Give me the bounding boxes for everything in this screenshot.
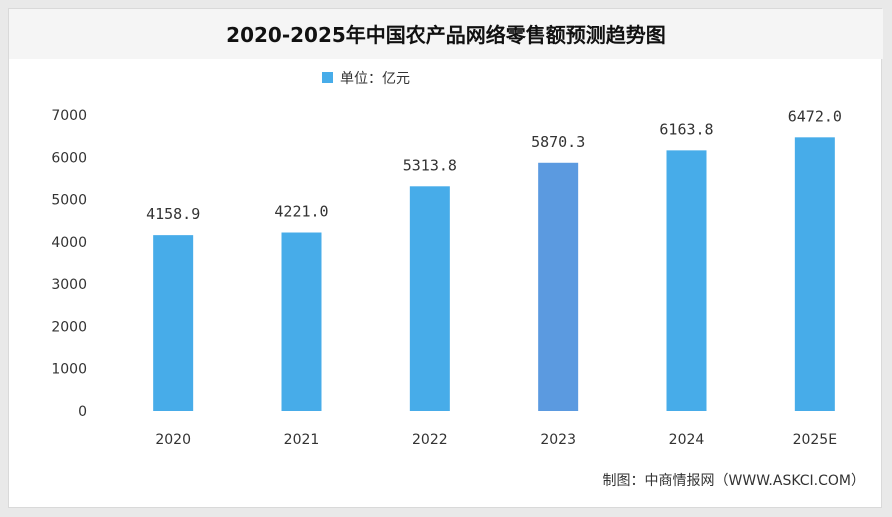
- y-tick-label: 3000: [51, 277, 87, 293]
- y-tick-label: 6000: [51, 150, 87, 166]
- data-labels: 4158.9 4221.0 5313.8 5870.3 6163.8 6472.0: [146, 107, 842, 223]
- data-label: 4221.0: [274, 203, 328, 221]
- x-tick-label: 2025E: [793, 432, 837, 448]
- y-tick-label: 0: [78, 404, 87, 420]
- bar: [794, 137, 835, 412]
- legend-label: 单位：亿元: [340, 71, 410, 87]
- legend-swatch: [322, 72, 333, 83]
- bar: [153, 235, 194, 411]
- source-note: 制图：中商情报网（WWW.ASKCI.COM）: [603, 473, 865, 489]
- data-label: 5313.8: [403, 156, 457, 174]
- bar-series: [153, 137, 835, 412]
- legend: 单位：亿元: [322, 71, 410, 87]
- chart-frame: 2020-2025年中国农产品网络零售额预测趋势图 单位：亿元 0 1000 200…: [8, 8, 883, 508]
- x-axis: 2020 2021 2022 2023 2024 2025E: [155, 432, 837, 448]
- bar: [538, 162, 579, 411]
- x-tick-label: 2021: [284, 432, 320, 448]
- x-tick-label: 2024: [669, 432, 705, 448]
- y-tick-label: 5000: [51, 193, 87, 209]
- bar: [281, 232, 322, 411]
- data-label: 6472.0: [788, 107, 842, 125]
- chart-title: 2020-2025年中国农产品网络零售额预测趋势图: [226, 23, 666, 47]
- bar-chart: 2020-2025年中国农产品网络零售额预测趋势图 单位：亿元 0 1000 200…: [9, 9, 883, 489]
- data-label: 4158.9: [146, 205, 200, 223]
- y-tick-label: 2000: [51, 319, 87, 335]
- y-tick-label: 4000: [51, 235, 87, 251]
- title-band: [9, 9, 883, 59]
- y-tick-label: 7000: [51, 108, 87, 124]
- bar: [666, 150, 707, 411]
- y-tick-label: 1000: [51, 362, 87, 378]
- bar: [409, 186, 450, 411]
- x-tick-label: 2022: [412, 432, 448, 448]
- x-tick-label: 2020: [155, 432, 191, 448]
- x-tick-label: 2023: [540, 432, 576, 448]
- data-label: 5870.3: [531, 133, 585, 151]
- y-axis: 0 1000 2000 3000 4000 5000 6000 7000: [51, 108, 87, 420]
- data-label: 6163.8: [659, 120, 713, 138]
